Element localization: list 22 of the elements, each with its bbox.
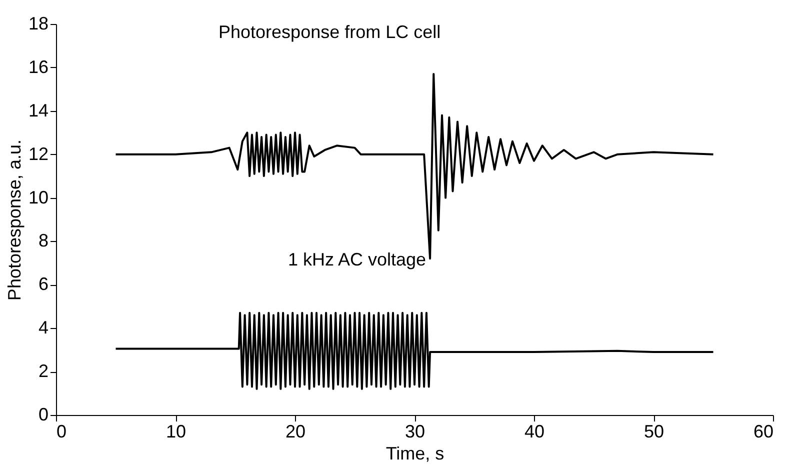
y-tick-label: 6: [38, 274, 48, 294]
line-series: [114, 312, 714, 390]
annotation: Photoresponse from LC cell: [218, 22, 441, 42]
x-tick-label: 20: [285, 422, 306, 442]
y-tick-label: 0: [38, 404, 48, 424]
x-tick-label: 40: [524, 422, 545, 442]
y-tick-label: 8: [38, 230, 48, 251]
y-tick-label: 2: [38, 361, 48, 382]
annotation: 1 kHz AC voltage: [288, 250, 426, 270]
y-axis-title: Photoresponse, a.u.: [4, 139, 24, 301]
x-tick-label: 0: [56, 422, 67, 442]
y-tick-label: 16: [28, 56, 48, 77]
y-tick-label: 10: [28, 187, 48, 208]
y-tick-label: 12: [28, 144, 48, 164]
y-tick-label: 18: [28, 14, 48, 34]
y-tick-label: 4: [38, 318, 48, 338]
x-axis-title: Time, s: [386, 444, 444, 464]
x-tick-label: 30: [404, 422, 426, 442]
y-tick-label: 14: [28, 100, 48, 120]
x-tick-label: 10: [166, 422, 186, 442]
x-tick-label: 60: [753, 422, 774, 442]
x-tick-label: 50: [644, 422, 664, 442]
